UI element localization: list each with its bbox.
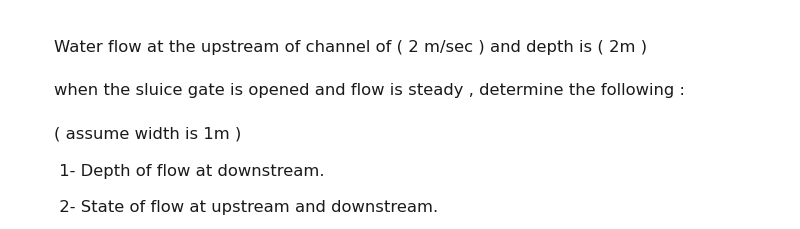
Text: 1- Depth of flow at downstream.: 1- Depth of flow at downstream. bbox=[54, 164, 325, 179]
Text: when the sluice gate is opened and flow is steady , determine the following :: when the sluice gate is opened and flow … bbox=[54, 83, 686, 98]
Text: 2- State of flow at upstream and downstream.: 2- State of flow at upstream and downstr… bbox=[54, 200, 438, 215]
Text: Water flow at the upstream of channel of ( 2 m/sec ) and depth is ( 2m ): Water flow at the upstream of channel of… bbox=[54, 40, 647, 55]
Text: ( assume width is 1m ): ( assume width is 1m ) bbox=[54, 127, 242, 142]
